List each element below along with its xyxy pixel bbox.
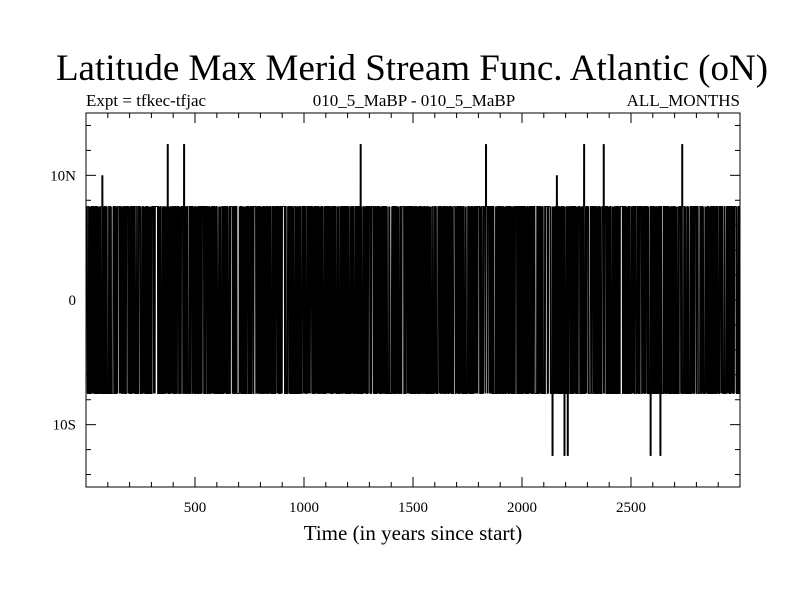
y-tick-label: 10N xyxy=(50,168,76,184)
ticks: 500 1000 1500 2000 2500 10N 0 10S xyxy=(50,113,740,516)
y-tick-label: 10S xyxy=(53,418,76,434)
months-label: ALL_MONTHS xyxy=(627,91,740,110)
y-tick-label: 0 xyxy=(69,293,77,309)
data-layer xyxy=(85,144,741,456)
x-tick-label: 500 xyxy=(184,500,207,516)
x-tick-label: 2000 xyxy=(507,500,537,516)
period-label: 010_5_MaBP - 010_5_MaBP xyxy=(313,91,515,110)
x-tick-label: 1500 xyxy=(398,500,428,516)
x-tick-label: 2500 xyxy=(616,500,646,516)
chart-title: Latitude Max Merid Stream Func. Atlantic… xyxy=(56,48,768,89)
x-tick-label: 1000 xyxy=(289,500,319,516)
x-axis-label: Time (in years since start) xyxy=(304,521,523,545)
series-line xyxy=(85,144,741,456)
plot-frame xyxy=(85,112,741,488)
experiment-label: Expt = tfkec-tfjac xyxy=(86,91,206,110)
